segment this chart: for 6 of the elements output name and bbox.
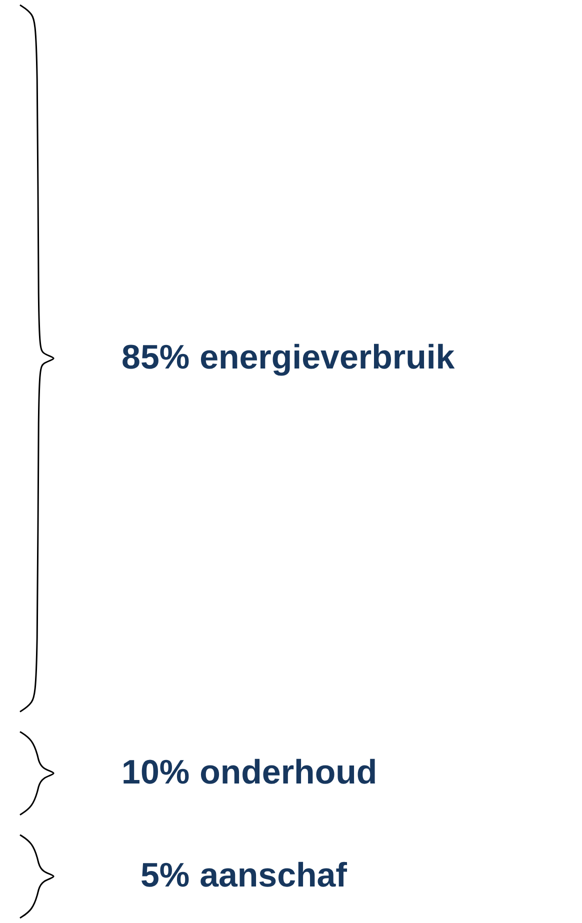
data-label: 10%: [122, 753, 190, 792]
data-label: 85%: [122, 338, 190, 376]
category-label: aanschaf: [200, 856, 348, 894]
data-label: 5%: [140, 856, 190, 894]
category-label: energieverbruik: [200, 338, 455, 376]
category-label: onderhoud: [200, 753, 378, 792]
